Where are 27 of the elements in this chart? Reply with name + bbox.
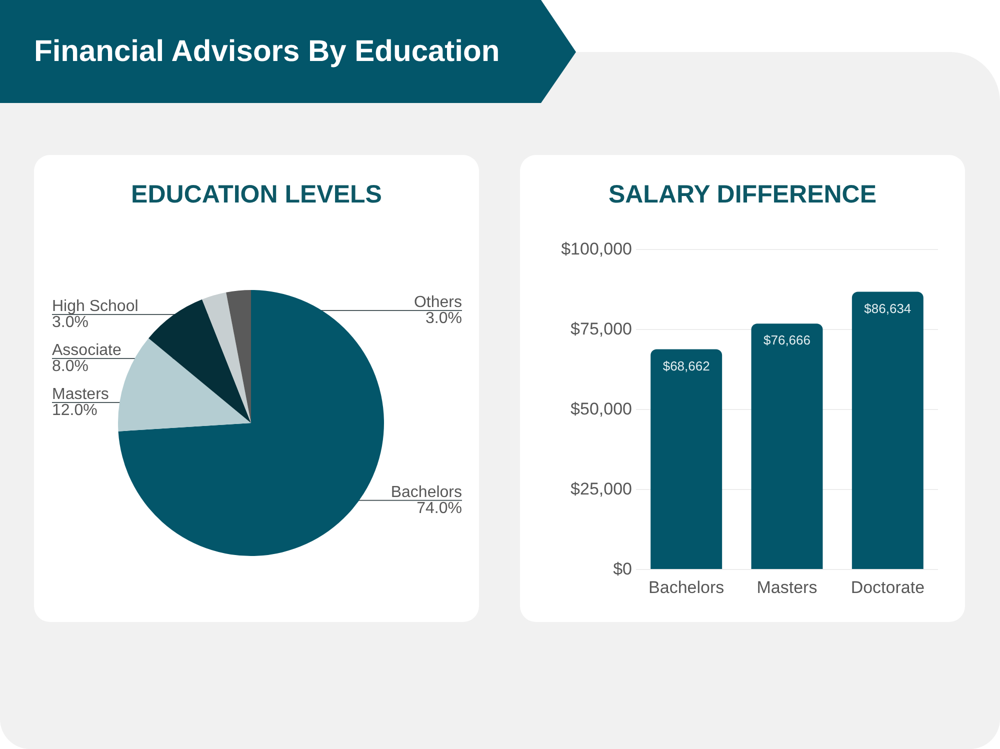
x-tick-label: Masters <box>756 578 818 597</box>
y-tick-label: $100,000 <box>561 240 632 258</box>
x-tick-label: Doctorate <box>850 578 925 597</box>
bar <box>852 292 924 569</box>
chart-title: EDUCATION LEVELS <box>131 180 382 208</box>
data-label: 74.0% <box>416 500 462 517</box>
y-tick-label: $50,000 <box>570 400 632 418</box>
data-label: 8.0% <box>52 358 88 375</box>
text: Financial Advisors By Education <box>34 34 500 70</box>
y-tick-label: $0 <box>613 560 632 578</box>
data-label: 3.0% <box>52 314 88 331</box>
slice-label: Bachelors <box>390 484 462 501</box>
slice-label: Associate <box>52 342 122 359</box>
data-label: $68,662 <box>662 358 710 374</box>
chart-title: SALARY DIFFERENCE <box>608 180 877 208</box>
bar <box>751 324 823 569</box>
data-label: $76,666 <box>764 332 810 348</box>
data-label: 12.0% <box>52 402 98 419</box>
data-label: 3.0% <box>426 310 462 327</box>
y-tick-label: $75,000 <box>570 320 632 338</box>
x-tick-label: Bachelors <box>648 578 724 597</box>
slice-label: Masters <box>52 386 109 403</box>
data-label: $86,634 <box>864 300 912 316</box>
y-tick-label: $25,000 <box>570 480 632 498</box>
bar <box>650 349 722 569</box>
slice-label: Others <box>414 294 462 311</box>
slice-label: High School <box>52 298 138 315</box>
